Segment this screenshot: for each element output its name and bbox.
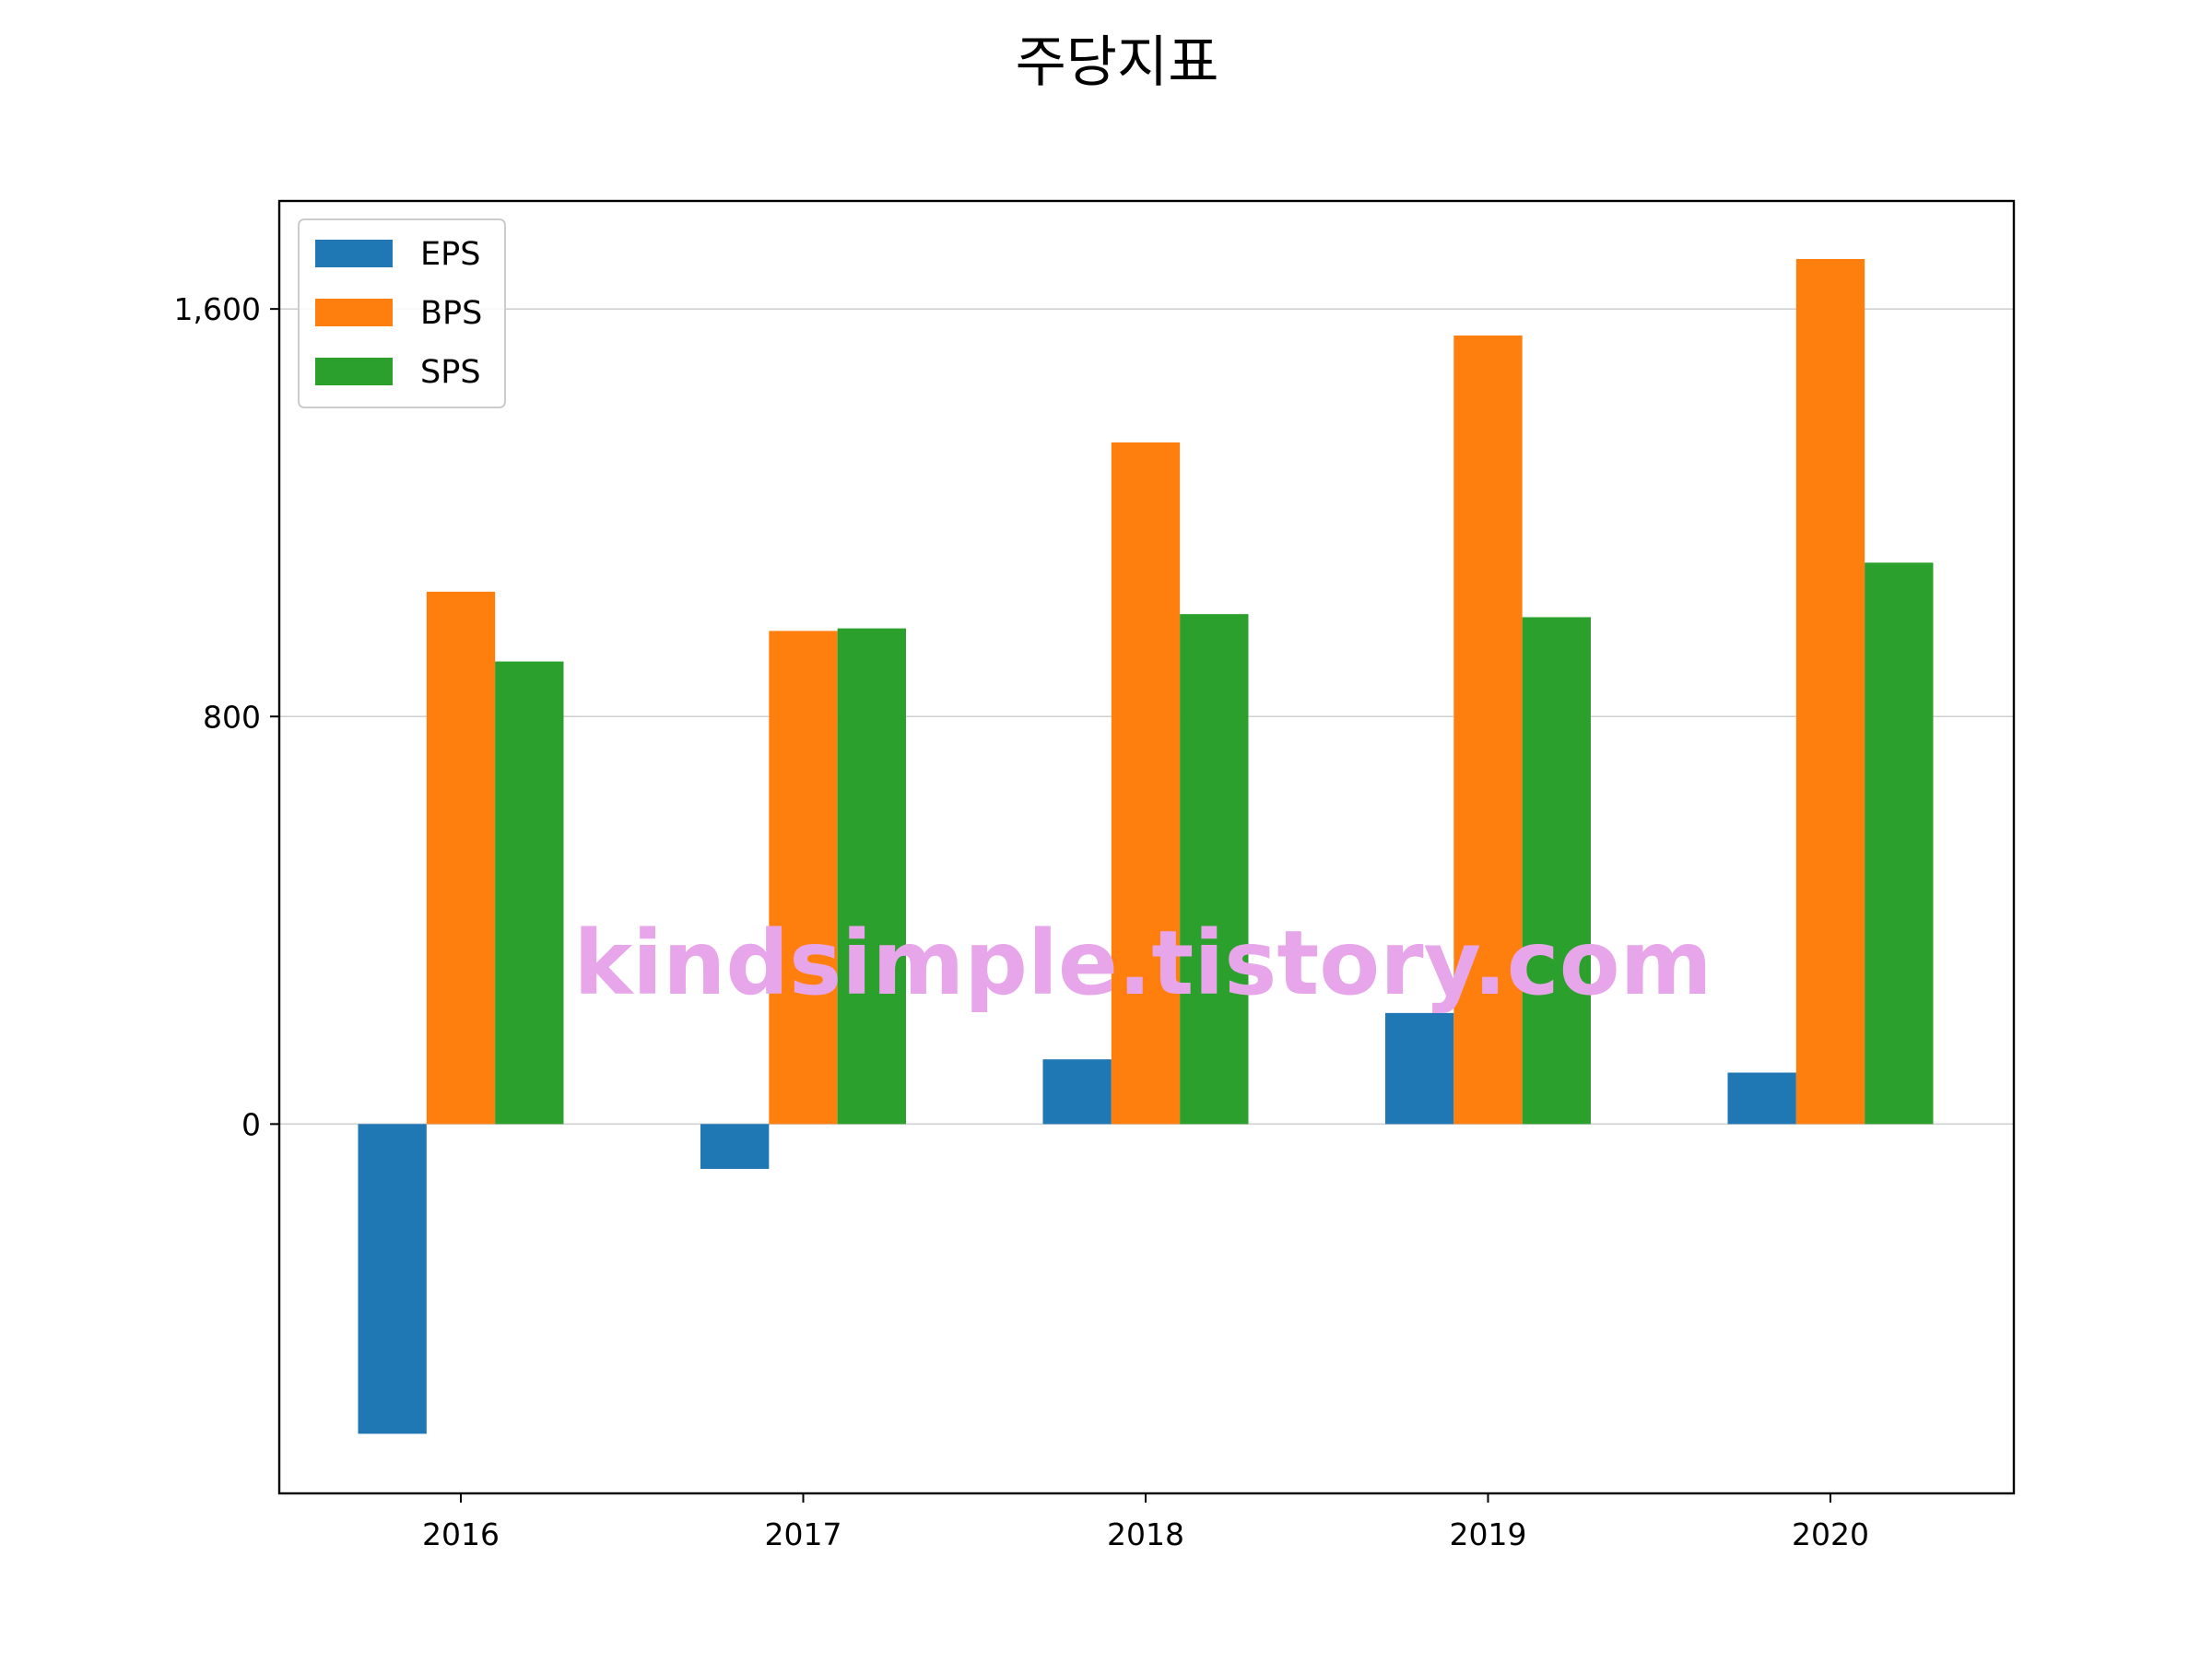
bar-sps-2018 <box>1180 614 1249 1125</box>
y-tick-label: 0 <box>241 1106 261 1142</box>
y-tick-label: 800 <box>203 699 261 735</box>
chart-title: 주당지표 <box>1016 30 1219 95</box>
bar-sps-2020 <box>1865 562 1934 1125</box>
x-tick-label: 2017 <box>765 1516 842 1552</box>
legend-label-bps: BPS <box>420 295 482 332</box>
bar-eps-2018 <box>1042 1059 1112 1125</box>
bar-eps-2017 <box>700 1124 770 1169</box>
bar-eps-2016 <box>358 1124 427 1434</box>
x-tick-label: 2019 <box>1450 1516 1527 1552</box>
bar-eps-2020 <box>1727 1072 1796 1125</box>
bar-bps-2018 <box>1111 442 1181 1125</box>
x-tick-label: 2018 <box>1107 1516 1184 1552</box>
x-tick-label: 2016 <box>422 1516 500 1552</box>
legend-label-eps: EPS <box>420 236 480 273</box>
bar-bps-2016 <box>426 591 496 1125</box>
bar-sps-2016 <box>495 661 564 1125</box>
watermark-text: kindsimple.tistory.com <box>573 912 1712 1015</box>
legend-swatch-eps <box>315 240 393 267</box>
legend-label-sps: SPS <box>420 354 481 391</box>
legend: EPS BPS SPS <box>298 218 506 408</box>
bar-sps-2017 <box>837 628 906 1125</box>
bar-bps-2017 <box>769 631 838 1125</box>
legend-swatch-bps <box>315 299 393 326</box>
bar-eps-2019 <box>1385 1012 1454 1125</box>
bars <box>358 258 1934 1434</box>
bar-bps-2019 <box>1453 335 1523 1125</box>
axes: 0 800 1,600 2016 2017 2018 2019 2020 <box>174 199 2016 1552</box>
bar-sps-2019 <box>1522 617 1591 1125</box>
x-tick-label: 2020 <box>1792 1516 1869 1552</box>
y-tick-label: 1,600 <box>174 291 261 327</box>
bar-bps-2020 <box>1795 258 1865 1125</box>
legend-swatch-sps <box>315 358 393 385</box>
